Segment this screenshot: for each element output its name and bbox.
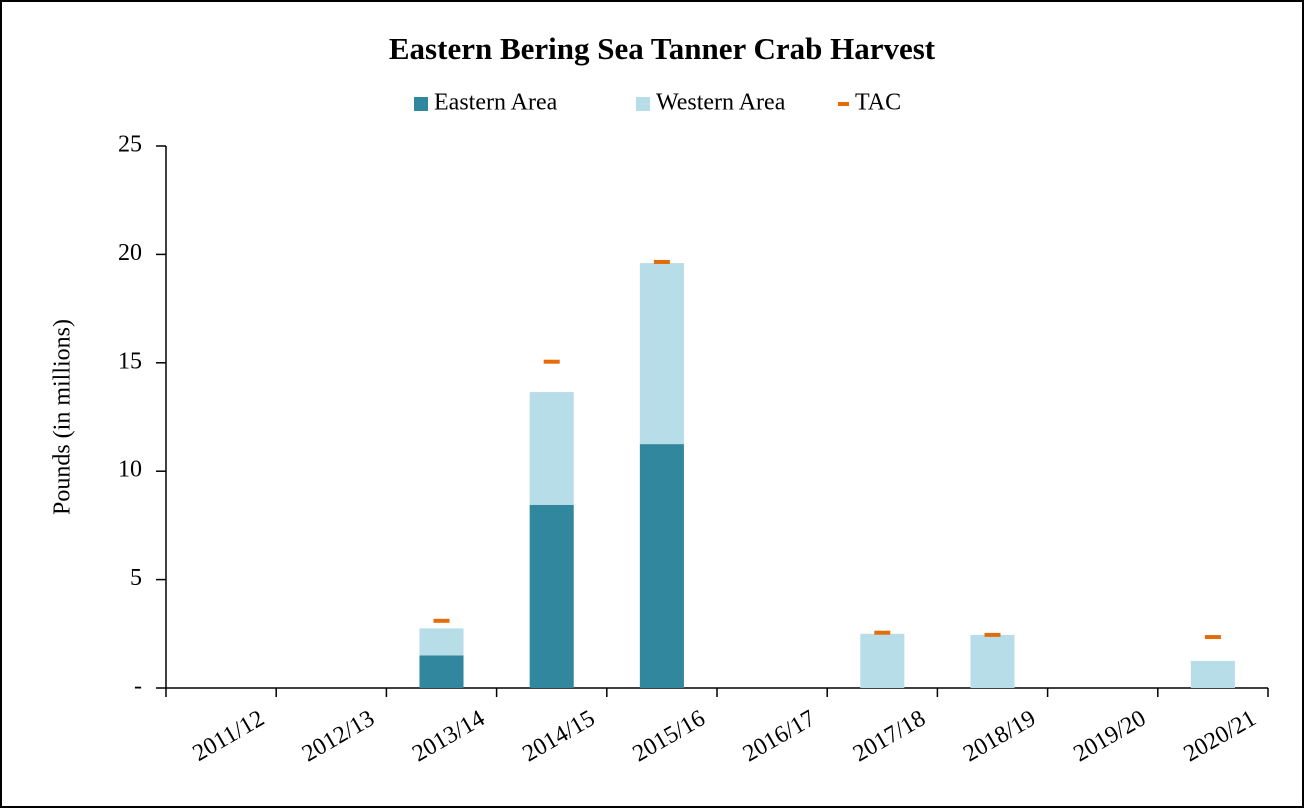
y-tick-label: - (134, 674, 142, 700)
bar-segment (970, 634, 1015, 688)
tac-marker (1204, 635, 1221, 640)
y-tick-label: 15 (118, 348, 142, 374)
bar-segment (639, 263, 684, 445)
bar-segment (639, 444, 684, 688)
bar-segment (1190, 660, 1235, 688)
y-axis-label: Pounds (in millions) (50, 319, 76, 515)
tac-marker (653, 259, 670, 264)
tac-marker (433, 618, 450, 623)
legend-marker (838, 102, 849, 106)
legend-label: Eastern Area (434, 90, 558, 116)
y-tick-label: 25 (118, 132, 142, 158)
bar-segment (419, 655, 464, 688)
legend-marker (414, 97, 428, 111)
y-tick-label: 20 (118, 240, 142, 266)
y-tick-label: 10 (118, 457, 142, 483)
tac-marker (543, 359, 560, 364)
legend-label: TAC (855, 90, 901, 116)
y-tick-label: 5 (130, 565, 142, 591)
legend-label: Western Area (656, 90, 786, 116)
chart-title: Eastern Bering Sea Tanner Crab Harvest (389, 31, 936, 66)
tac-marker (874, 630, 891, 635)
bar-segment (860, 633, 905, 688)
bar-segment (529, 392, 574, 505)
legend-marker (636, 97, 650, 111)
tac-marker (984, 632, 1001, 637)
bar-segment (529, 504, 574, 688)
bar-segment (419, 628, 464, 656)
